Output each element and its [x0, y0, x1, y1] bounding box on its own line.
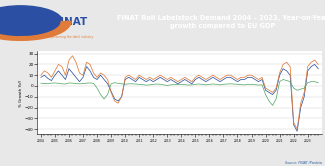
Text: Source: FINAT /Panteia: Source: FINAT /Panteia — [285, 161, 322, 165]
Y-axis label: % Growth YoY: % Growth YoY — [19, 79, 23, 107]
Text: FINAT: FINAT — [53, 16, 87, 27]
Text: FINAT Roll Labelstock Demand 2004 – 2023, Year-on-Year
growth compared to EU GDP: FINAT Roll Labelstock Demand 2004 – 2023… — [117, 14, 325, 29]
Text: Empowering the label industry: Empowering the label industry — [46, 35, 93, 39]
Wedge shape — [0, 22, 71, 40]
Circle shape — [0, 6, 62, 37]
